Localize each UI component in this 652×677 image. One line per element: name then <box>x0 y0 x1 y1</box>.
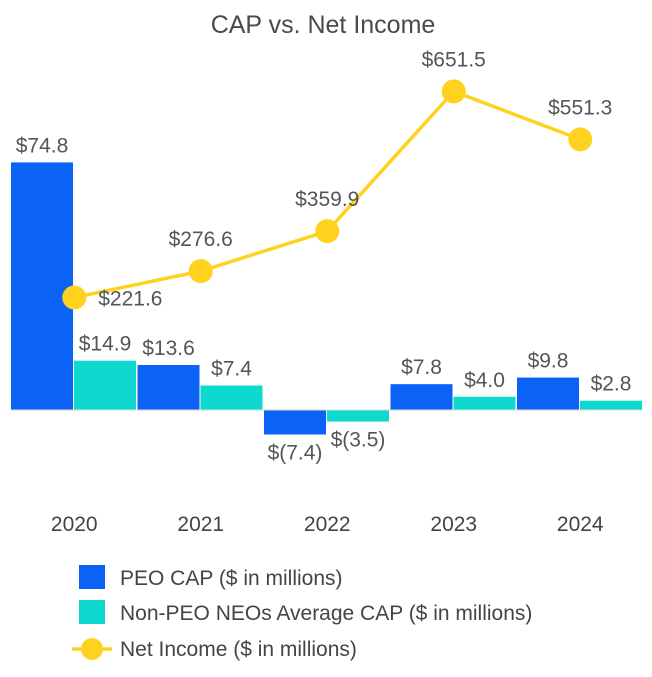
net-income-point-2024 <box>568 127 593 152</box>
net-income-label-2021: $276.6 <box>169 228 233 251</box>
peo-bar-2022 <box>264 410 326 435</box>
neo-bar-2020 <box>74 360 136 410</box>
neo-bar-2021 <box>200 385 263 410</box>
neo-label-2023: $4.0 <box>464 369 505 392</box>
x-tick-label-2023: 2023 <box>430 513 477 536</box>
x-tick-label-2020: 2020 <box>51 513 98 536</box>
peo-bar-2020 <box>11 162 73 410</box>
chart-title: CAP vs. Net Income <box>211 11 436 39</box>
legend: PEO CAP ($ in millions) Non-PEO NEOs Aver… <box>72 565 532 661</box>
net-income-point-2021 <box>188 259 213 284</box>
legend-swatch-peo-cap <box>79 565 105 589</box>
net-income-label-2022: $359.9 <box>295 188 359 211</box>
neo-label-2020: $14.9 <box>79 333 132 356</box>
legend-swatch-non-peo-cap <box>79 600 105 624</box>
neo-bar-2022 <box>327 410 389 422</box>
x-axis: 2020 2021 2022 2023 2024 <box>11 409 641 536</box>
net-income-line-layer <box>62 79 593 310</box>
x-tick-label-2021: 2021 <box>177 513 224 536</box>
net-income-point-2023 <box>441 79 466 104</box>
net-income-label-2023: $651.5 <box>422 48 486 71</box>
net-income-point-2022 <box>315 219 340 244</box>
peo-label-2024: $9.8 <box>528 350 569 373</box>
net-income-label-2020: $221.6 <box>98 288 162 311</box>
peo-bar-2023 <box>390 384 453 410</box>
peo-label-2020: $74.8 <box>16 134 69 157</box>
net-income-label-2024: $551.3 <box>548 96 612 119</box>
legend-marker-net-income <box>81 638 103 660</box>
peo-bar-2024 <box>517 377 579 410</box>
legend-label-net-income: Net Income ($ in millions) <box>120 638 357 661</box>
legend-label-non-peo-cap: Non-PEO NEOs Average CAP ($ in millions) <box>120 602 532 625</box>
neo-bar-2024 <box>580 400 642 410</box>
net-income-point-2020 <box>62 285 87 310</box>
neo-label-2021: $7.4 <box>211 358 252 381</box>
neo-bar-2023 <box>453 396 516 410</box>
peo-bar-2021 <box>137 364 200 410</box>
neo-label-2022: $(3.5) <box>331 429 386 452</box>
x-tick-label-2022: 2022 <box>304 513 351 536</box>
peo-label-2021: $13.6 <box>142 337 195 360</box>
neo-label-2024: $2.8 <box>591 373 632 396</box>
peo-label-2023: $7.8 <box>401 356 442 379</box>
data-labels-layer: $74.8 $14.9 $13.6 $7.4 $(7.4) $(3.5) $7.8 $4.0 $… <box>16 48 632 464</box>
peo-label-2022: $(7.4) <box>268 441 323 464</box>
legend-label-peo-cap: PEO CAP ($ in millions) <box>120 567 343 590</box>
bars-layer <box>11 162 642 435</box>
x-tick-label-2024: 2024 <box>557 513 604 536</box>
